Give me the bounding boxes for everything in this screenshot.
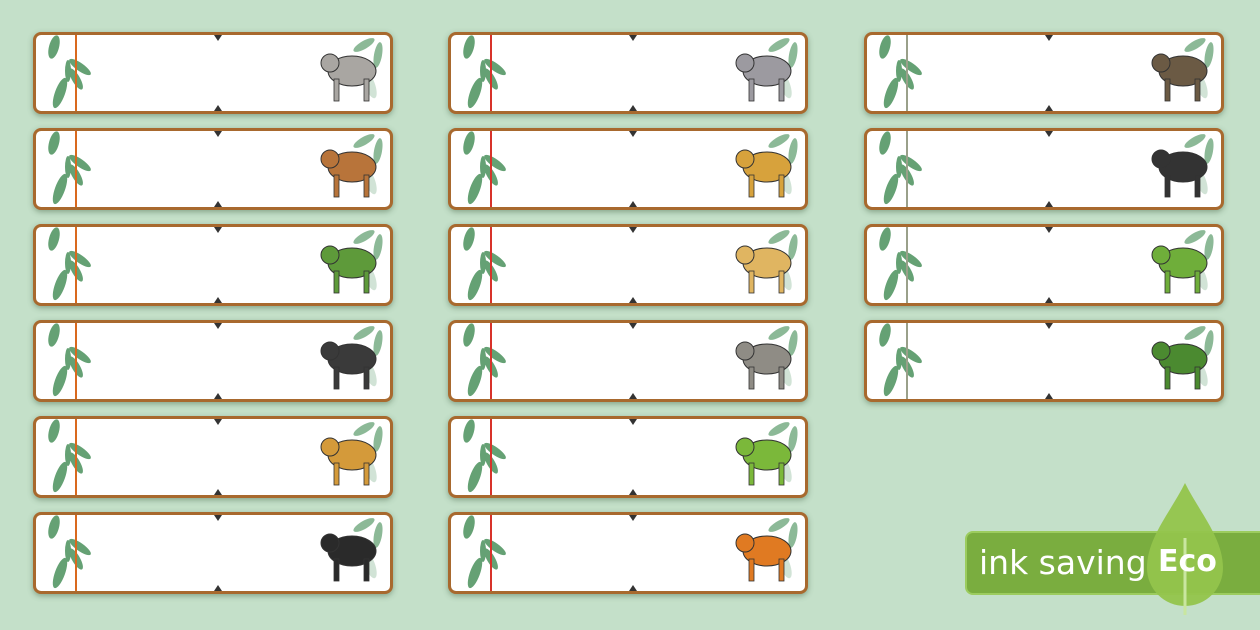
cut-mark	[214, 323, 222, 329]
cut-mark	[214, 393, 222, 399]
cut-mark	[629, 515, 637, 521]
lion-icon	[735, 245, 792, 294]
margin-line	[490, 515, 492, 591]
margin-line	[75, 35, 77, 111]
ink-saving-badge: ink saving	[965, 531, 1260, 595]
margin-line	[75, 323, 77, 399]
ink-saving-label: ink saving	[979, 543, 1147, 582]
gorilla-icon	[320, 533, 377, 582]
cut-mark	[629, 323, 637, 329]
vulture-icon	[1151, 53, 1208, 102]
cut-mark	[629, 105, 637, 111]
snake-icon	[735, 437, 792, 486]
leaves-decoration-icon	[40, 131, 110, 207]
name-label-card	[864, 128, 1224, 210]
name-label-card	[448, 224, 808, 306]
margin-line	[490, 227, 492, 303]
leaves-decoration-icon	[455, 323, 525, 399]
giraffe-icon	[320, 437, 377, 486]
cut-mark	[629, 201, 637, 207]
rhino-icon	[735, 341, 792, 390]
cut-mark	[1045, 201, 1053, 207]
leaves-decoration-icon	[455, 515, 525, 591]
margin-line	[75, 515, 77, 591]
cut-mark	[214, 419, 222, 425]
leaves-decoration-icon	[871, 323, 941, 399]
name-label-card	[448, 416, 808, 498]
leopard-icon	[735, 149, 792, 198]
name-label-card	[33, 32, 393, 114]
leaves-decoration-icon	[1171, 227, 1221, 303]
name-label-card	[33, 224, 393, 306]
cut-mark	[629, 297, 637, 303]
leaves-decoration-icon	[455, 131, 525, 207]
name-label-card	[448, 320, 808, 402]
hippo-icon	[735, 53, 792, 102]
cut-mark	[1045, 131, 1053, 137]
leaves-decoration-icon	[455, 35, 525, 111]
cut-mark	[629, 419, 637, 425]
chimpanzee-icon	[320, 341, 377, 390]
name-label-card	[448, 512, 808, 594]
margin-line	[75, 227, 77, 303]
elephant-icon	[320, 53, 377, 102]
cut-mark	[629, 131, 637, 137]
margin-line	[490, 131, 492, 207]
crocodile-icon	[320, 245, 377, 294]
margin-line	[906, 131, 908, 207]
margin-line	[906, 227, 908, 303]
cut-mark	[214, 515, 222, 521]
leaf-icon	[1151, 245, 1208, 294]
name-label-card	[33, 512, 393, 594]
name-label-card	[33, 416, 393, 498]
cut-mark	[1045, 227, 1053, 233]
cut-mark	[629, 393, 637, 399]
leaves-decoration-icon	[871, 131, 941, 207]
margin-line	[75, 419, 77, 495]
antelope-icon	[320, 149, 377, 198]
cut-mark	[1045, 35, 1053, 41]
margin-line	[75, 131, 77, 207]
cut-mark	[214, 105, 222, 111]
margin-line	[490, 323, 492, 399]
cut-mark	[214, 201, 222, 207]
name-label-card	[864, 32, 1224, 114]
tree-icon	[1151, 341, 1208, 390]
cut-mark	[629, 585, 637, 591]
zebra-icon	[1151, 149, 1208, 198]
margin-line	[906, 35, 908, 111]
cut-mark	[214, 585, 222, 591]
eco-label: Eco	[1158, 544, 1217, 579]
cut-mark	[214, 131, 222, 137]
cut-mark	[629, 489, 637, 495]
leaves-decoration-icon	[40, 419, 110, 495]
name-label-card	[864, 320, 1224, 402]
name-label-card	[448, 32, 808, 114]
cut-mark	[214, 297, 222, 303]
leaves-decoration-icon	[40, 35, 110, 111]
name-label-card	[33, 320, 393, 402]
name-label-card	[33, 128, 393, 210]
cut-mark	[1045, 323, 1053, 329]
cut-mark	[629, 227, 637, 233]
cut-mark	[214, 489, 222, 495]
name-label-card	[864, 224, 1224, 306]
cut-mark	[1045, 105, 1053, 111]
cut-mark	[1045, 393, 1053, 399]
margin-line	[906, 323, 908, 399]
leaf-drop-icon	[1147, 483, 1223, 615]
leaves-decoration-icon	[455, 419, 525, 495]
cut-mark	[214, 227, 222, 233]
margin-line	[490, 419, 492, 495]
cut-mark	[1045, 297, 1053, 303]
cut-mark	[629, 35, 637, 41]
margin-line	[490, 35, 492, 111]
name-label-card	[448, 128, 808, 210]
cut-mark	[214, 35, 222, 41]
tiger-icon	[735, 533, 792, 582]
